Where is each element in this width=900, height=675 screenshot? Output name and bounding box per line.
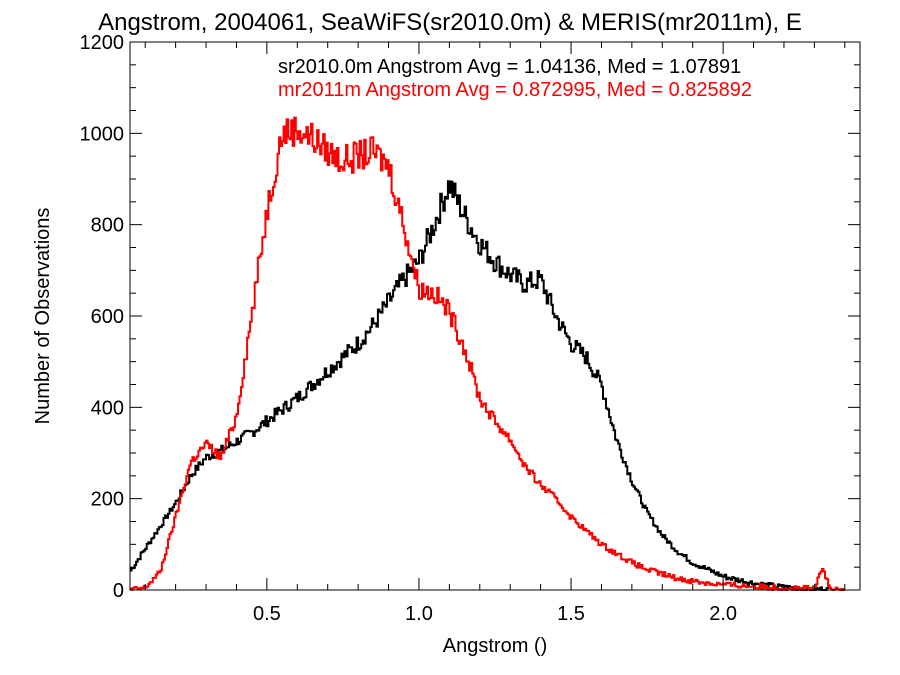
y-tick-label: 600 <box>91 306 124 328</box>
x-tick-label: 1.5 <box>557 603 585 625</box>
y-tick-label: 800 <box>91 215 124 237</box>
chart-title: Angstrom, 2004061, SeaWiFS(sr2010.0m) & … <box>98 9 802 36</box>
series-line-mr2011m <box>130 116 845 591</box>
y-tick-label: 0 <box>113 580 124 602</box>
y-tick-label: 400 <box>91 397 124 419</box>
y-tick-label: 1000 <box>80 123 125 145</box>
x-tick-label: 2.0 <box>709 603 737 625</box>
x-tick-label: 1.0 <box>405 603 433 625</box>
series-layer <box>130 116 845 591</box>
y-tick-label: 200 <box>91 489 124 511</box>
legend-mr2011: mr2011m Angstrom Avg = 0.872995, Med = 0… <box>278 79 752 101</box>
legend-sr2010: sr2010.0m Angstrom Avg = 1.04136, Med = … <box>278 56 741 78</box>
ticks-layer: 0.5 1.0 1.5 2.0 0 200 400 600 800 1000 1200 <box>80 32 860 625</box>
y-tick-label: 1200 <box>80 32 125 54</box>
series-line-sr2010.0m <box>130 180 830 591</box>
x-axis-label: Angstrom () <box>443 635 547 657</box>
plot-frame <box>129 41 861 591</box>
y-axis-label: Number of Observations <box>32 208 54 425</box>
x-tick-label: 0.5 <box>253 603 281 625</box>
